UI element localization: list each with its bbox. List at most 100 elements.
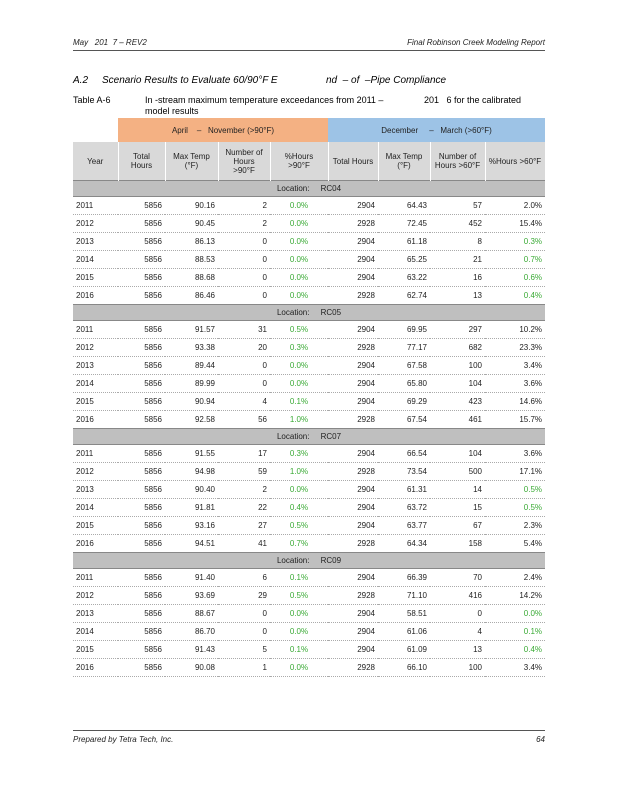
table-cell: 64.34 — [378, 534, 430, 553]
table-cell: 66.54 — [378, 444, 430, 463]
table-cell: 2016 — [73, 410, 118, 429]
table-cell: 0.0% — [270, 658, 328, 677]
table-cell: 0.1% — [485, 622, 546, 641]
table-cell: 2904 — [328, 480, 378, 499]
table-cell: 2011 — [73, 196, 118, 215]
table-cell: 682 — [430, 338, 485, 357]
table-cell: 0 — [218, 622, 270, 641]
caption-text: In -stream maximum temperature exceedanc… — [145, 95, 384, 105]
table-cell: 29 — [218, 586, 270, 605]
table-cell: 14.6% — [485, 392, 546, 411]
table-cell: 92.58 — [165, 410, 218, 429]
table-cell: 5856 — [118, 622, 165, 641]
table-cell: 0.0% — [485, 604, 546, 623]
location-label: Location: RC07 — [73, 428, 546, 445]
data-row: 2015 5856 91.43 5 0.1% 2904 61.09 13 0.4% — [73, 640, 546, 659]
table-cell: 5856 — [118, 338, 165, 357]
table-cell: 91.81 — [165, 498, 218, 517]
table-cell: 94.98 — [165, 462, 218, 481]
table-cell: 0.0% — [270, 232, 328, 251]
table-cell: 58.51 — [378, 604, 430, 623]
data-row: 2015 5856 88.68 0 0.0% 2904 63.22 16 0.6% — [73, 268, 546, 287]
table-cell: 63.22 — [378, 268, 430, 287]
table-cell: 5856 — [118, 286, 165, 305]
table-cell: 2904 — [328, 622, 378, 641]
table-cell: 100 — [430, 356, 485, 375]
table-cell: 27 — [218, 516, 270, 535]
table-cell: 16 — [430, 268, 485, 287]
table-cell: 0.3% — [270, 444, 328, 463]
column-header: Total Hours — [118, 142, 166, 181]
table-cell: 0.6% — [485, 268, 546, 287]
table-cell: 63.77 — [378, 516, 430, 535]
table-cell: 2 — [218, 214, 270, 233]
data-row: 2015 5856 90.94 4 0.1% 2904 69.29 423 14.6% — [73, 392, 546, 411]
data-row: 2016 5856 94.51 41 0.7% 2928 64.34 158 5.4% — [73, 534, 546, 553]
column-header: Number of Hours >60°F — [430, 142, 486, 181]
table-cell: 5856 — [118, 268, 165, 287]
column-header: Max Temp (°F) — [378, 142, 431, 181]
table-cell: 104 — [430, 374, 485, 393]
table-cell: 17.1% — [485, 462, 546, 481]
table-cell: 100 — [430, 658, 485, 677]
table-cell: 2 — [218, 480, 270, 499]
column-header: %Hours >90°F — [270, 142, 329, 181]
table-cell: 15.7% — [485, 410, 546, 429]
table-cell: 59 — [218, 462, 270, 481]
table-cell: 2904 — [328, 392, 378, 411]
data-row: 2016 5856 92.58 56 1.0% 2928 67.54 461 15.7% — [73, 410, 546, 429]
data-row: 2014 5856 89.99 0 0.0% 2904 65.80 104 3.6% — [73, 374, 546, 393]
table-cell: 88.67 — [165, 604, 218, 623]
table-cell: 0 — [218, 356, 270, 375]
caption-text: model results — [145, 106, 199, 116]
column-header: %Hours >60°F — [485, 142, 546, 181]
table-cell: 2904 — [328, 320, 378, 339]
table-cell: 2.3% — [485, 516, 546, 535]
table-cell: 72.45 — [378, 214, 430, 233]
table-cell: 0.7% — [485, 250, 546, 269]
table-cell: 0.0% — [270, 196, 328, 215]
table-cell: 0.0% — [270, 374, 328, 393]
table-cell: 0.5% — [270, 586, 328, 605]
table-cell: 5856 — [118, 410, 165, 429]
table-cell: 0.0% — [270, 268, 328, 287]
table-cell: 0.5% — [270, 320, 328, 339]
table-cell: 5856 — [118, 604, 165, 623]
table-cell: 0 — [218, 286, 270, 305]
table-cell: 61.09 — [378, 640, 430, 659]
caption-text: 201 6 for the calibrated — [424, 95, 522, 105]
table-cell: 65.80 — [378, 374, 430, 393]
location-row: Location: RC04 — [73, 180, 546, 197]
table-cell: 73.54 — [378, 462, 430, 481]
table-cell: 89.44 — [165, 356, 218, 375]
table-cell: 61.31 — [378, 480, 430, 499]
table-cell: 0.0% — [270, 214, 328, 233]
table-cell: 93.69 — [165, 586, 218, 605]
table-cell: 2015 — [73, 392, 118, 411]
table-cell: 5856 — [118, 250, 165, 269]
table-cell: 22 — [218, 498, 270, 517]
table-cell: 5856 — [118, 586, 165, 605]
table-cell: 452 — [430, 214, 485, 233]
data-row: 2011 5856 91.40 6 0.1% 2904 66.39 70 2.4% — [73, 568, 546, 587]
table-cell: 4 — [430, 622, 485, 641]
data-row: 2016 5856 86.46 0 0.0% 2928 62.74 13 0.4% — [73, 286, 546, 305]
table-cell: 2014 — [73, 374, 118, 393]
table-cell: 2013 — [73, 356, 118, 375]
table-cell: 0.1% — [270, 392, 328, 411]
data-row: 2014 5856 91.81 22 0.4% 2904 63.72 15 0.5% — [73, 498, 546, 517]
table-cell: 0.4% — [485, 286, 546, 305]
table-cell: 0.3% — [485, 232, 546, 251]
footer-left: Prepared by Tetra Tech, Inc. — [73, 735, 174, 744]
table-cell: 90.08 — [165, 658, 218, 677]
table-cell: 17 — [218, 444, 270, 463]
table-cell: 297 — [430, 320, 485, 339]
table-cell: 2013 — [73, 604, 118, 623]
table-cell: 0.0% — [270, 622, 328, 641]
table-cell: 5856 — [118, 444, 165, 463]
table-cell: 0.5% — [485, 498, 546, 517]
table-cell: 13 — [430, 640, 485, 659]
table-cell: 3.4% — [485, 356, 546, 375]
table-cell: 67 — [430, 516, 485, 535]
table-cell: 2928 — [328, 286, 378, 305]
